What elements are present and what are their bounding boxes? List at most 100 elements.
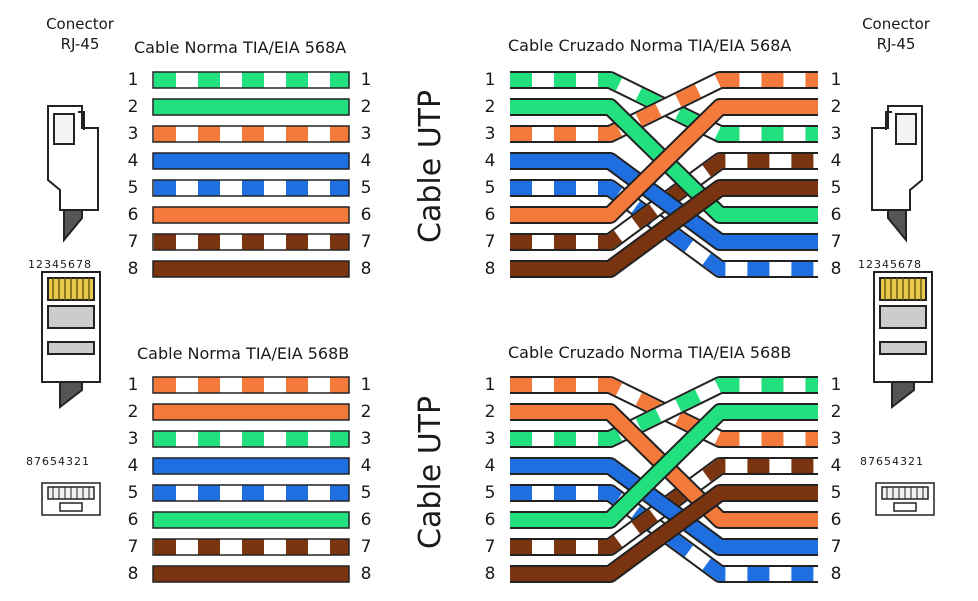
pin-number-left: 5 (484, 178, 496, 198)
pin-number-left: 3 (484, 429, 496, 449)
pin-number-right: 3 (360, 124, 372, 144)
pin-number-right: 6 (360, 510, 372, 530)
pin-number-right: 1 (360, 375, 372, 395)
pin-number-right: 3 (360, 429, 372, 449)
pin-number-right: 7 (360, 537, 372, 557)
pin-number-right: 6 (360, 205, 372, 225)
pin-number-left: 1 (127, 375, 139, 395)
wire-stripe (510, 73, 818, 141)
wire-stripe (510, 378, 818, 446)
pin-number-right: 2 (360, 97, 372, 117)
wire-2-1 (152, 403, 350, 421)
panel-title-568a: Cable Norma TIA/EIA 568A (134, 38, 347, 57)
wire-0-3 (152, 152, 350, 170)
rj45-front-icon-right (873, 271, 933, 410)
wire-2-5 (152, 511, 350, 529)
pin-number-right: 7 (360, 232, 372, 252)
rj45-jack-icon (41, 482, 101, 516)
pin-number-right: 7 (830, 537, 842, 557)
wire-0-0 (152, 71, 350, 89)
pin-number-left: 6 (127, 205, 139, 225)
rj45-side-icon (47, 105, 99, 243)
pin-number-left: 6 (484, 205, 496, 225)
wire-3-5 (510, 405, 818, 527)
panel-title-crossed-568a: Cable Cruzado Norma TIA/EIA 568A (508, 36, 792, 55)
pin-number-left: 4 (484, 151, 496, 171)
pin-number-right: 5 (830, 178, 842, 198)
wire-1-5 (510, 100, 818, 222)
wire-0-6 (152, 233, 350, 251)
pin-number-right: 6 (830, 205, 842, 225)
pin-number-left: 5 (484, 483, 496, 503)
pin-number-left: 4 (127, 151, 139, 171)
pin-number-right: 8 (830, 259, 842, 279)
panel-title-crossed-568b: Cable Cruzado Norma TIA/EIA 568B (508, 343, 792, 362)
pin-number-right: 4 (830, 151, 842, 171)
pin-number-right: 5 (360, 178, 372, 198)
pin-number-left: 7 (127, 537, 139, 557)
pin-numbers-front-left: 12345678 (28, 258, 92, 271)
pin-numbers-back-right: 87654321 (860, 455, 924, 468)
wire-2-0 (152, 376, 350, 394)
pin-numbers-front-right: 12345678 (858, 258, 922, 271)
wire-0-5 (152, 206, 350, 224)
wire-2-6 (152, 538, 350, 556)
pin-number-right: 1 (830, 70, 842, 90)
pin-number-right: 6 (830, 510, 842, 530)
pin-number-right: 1 (830, 375, 842, 395)
wire-stripe (510, 486, 818, 581)
pin-number-left: 6 (484, 510, 496, 530)
pin-number-right: 1 (360, 70, 372, 90)
pin-number-left: 8 (484, 564, 496, 584)
panel-title-568b: Cable Norma TIA/EIA 568B (137, 344, 350, 363)
pin-number-left: 4 (484, 456, 496, 476)
connector-label-right: Conector RJ-45 (862, 15, 930, 53)
pin-number-left: 1 (484, 70, 496, 90)
pin-number-left: 3 (484, 124, 496, 144)
pin-number-right: 5 (360, 483, 372, 503)
pin-number-left: 5 (127, 178, 139, 198)
pin-number-right: 4 (360, 456, 372, 476)
pin-number-right: 3 (830, 124, 842, 144)
pin-number-right: 2 (830, 402, 842, 422)
pin-number-left: 7 (484, 232, 496, 252)
wire-stripe (510, 378, 818, 446)
wire-stripe (510, 459, 818, 554)
wire-3-3 (510, 459, 818, 554)
pin-number-right: 8 (360, 259, 372, 279)
pin-number-left: 2 (484, 402, 496, 422)
wire-2-3 (152, 457, 350, 475)
pin-number-right: 4 (360, 151, 372, 171)
pin-number-left: 2 (127, 402, 139, 422)
pin-number-left: 3 (127, 429, 139, 449)
pin-number-left: 2 (484, 97, 496, 117)
pin-number-left: 8 (484, 259, 496, 279)
pin-number-left: 6 (127, 510, 139, 530)
wire-stripe (510, 154, 818, 249)
pin-number-right: 8 (830, 564, 842, 584)
pin-numbers-back-left: 87654321 (26, 455, 90, 468)
pin-number-right: 2 (360, 402, 372, 422)
pin-number-left: 2 (127, 97, 139, 117)
wire-0-4 (152, 179, 350, 197)
wire-1-3 (510, 154, 818, 249)
rj45-front-icon (41, 271, 101, 410)
pin-number-left: 4 (127, 456, 139, 476)
pin-number-left: 5 (127, 483, 139, 503)
pin-number-right: 7 (830, 232, 842, 252)
pin-number-left: 8 (127, 259, 139, 279)
pin-number-right: 4 (830, 456, 842, 476)
connector-label-left: Conector RJ-45 (46, 15, 114, 53)
pin-number-left: 8 (127, 564, 139, 584)
pin-number-right: 8 (360, 564, 372, 584)
wire-0-1 (152, 98, 350, 116)
pin-number-right: 3 (830, 429, 842, 449)
pin-number-left: 3 (127, 124, 139, 144)
pin-number-left: 1 (484, 375, 496, 395)
wire-2-2 (152, 430, 350, 448)
pin-number-left: 1 (127, 70, 139, 90)
wire-0-2 (152, 125, 350, 143)
wire-3-7 (510, 486, 818, 581)
wire-2-7 (152, 565, 350, 583)
